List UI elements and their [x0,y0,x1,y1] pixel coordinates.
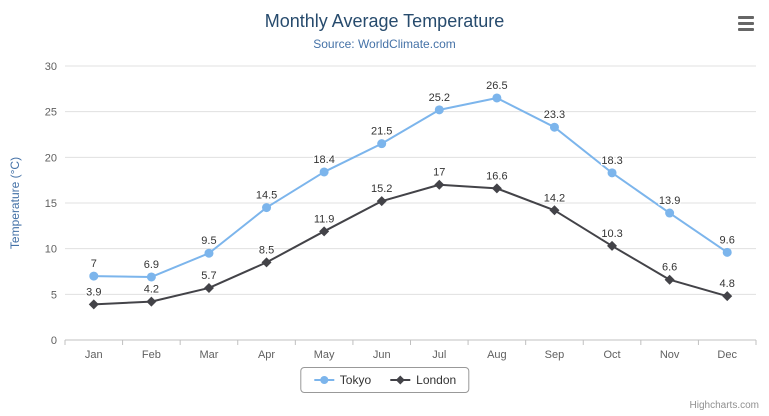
svg-text:10.3: 10.3 [601,228,622,240]
legend-item-tokyo[interactable]: Tokyo [313,373,371,387]
svg-text:15: 15 [45,198,57,210]
svg-text:25: 25 [45,107,57,119]
svg-text:Sep: Sep [545,349,565,361]
svg-text:Feb: Feb [142,349,161,361]
svg-text:20: 20 [45,152,57,164]
hamburger-menu-icon[interactable] [734,12,758,34]
svg-text:10: 10 [45,244,57,256]
svg-text:9.6: 9.6 [720,234,735,246]
svg-text:7: 7 [91,258,97,270]
svg-text:18.3: 18.3 [601,155,622,167]
svg-text:26.5: 26.5 [486,80,507,92]
svg-text:May: May [314,349,335,361]
svg-text:Aug: Aug [487,349,507,361]
svg-text:Jul: Jul [432,349,446,361]
svg-text:Jun: Jun [373,349,391,361]
svg-text:23.3: 23.3 [544,109,565,121]
legend-item-london[interactable]: London [389,373,456,387]
hamburger-bar [738,21,754,25]
svg-text:8.5: 8.5 [259,244,274,256]
chart-subtitle: Source: WorldClimate.com [313,37,456,51]
hamburger-bar [738,27,754,31]
credits-link[interactable]: Highcharts.com [689,400,759,411]
svg-text:Nov: Nov [660,349,680,361]
svg-text:16.6: 16.6 [486,170,507,182]
svg-text:6.6: 6.6 [662,262,677,274]
legend-label-tokyo: Tokyo [339,373,372,387]
legend: Tokyo London [299,367,470,393]
svg-text:21.5: 21.5 [371,126,392,138]
svg-text:Oct: Oct [603,349,620,361]
svg-text:18.4: 18.4 [313,154,334,166]
legend-label-london: London [416,373,457,387]
svg-text:5: 5 [51,289,57,301]
svg-text:4.8: 4.8 [720,278,735,290]
svg-text:3.9: 3.9 [86,286,101,298]
svg-text:9.5: 9.5 [201,235,216,247]
svg-text:17: 17 [433,167,445,179]
london-series-symbol [390,375,411,385]
hamburger-bar [738,15,754,19]
svg-text:0: 0 [51,335,57,347]
svg-text:Dec: Dec [717,349,737,361]
chart-title: Monthly Average Temperature [264,11,505,31]
svg-text:4.2: 4.2 [144,284,159,296]
svg-text:6.9: 6.9 [144,259,159,271]
svg-text:13.9: 13.9 [659,195,680,207]
svg-text:14.5: 14.5 [256,190,277,202]
svg-text:30: 30 [45,61,57,73]
svg-text:11.9: 11.9 [314,213,335,225]
svg-text:Apr: Apr [258,349,275,361]
svg-text:14.2: 14.2 [544,192,565,204]
svg-text:Jan: Jan [85,349,103,361]
tokyo-series-symbol [313,376,334,384]
svg-text:25.2: 25.2 [429,92,450,104]
svg-text:Mar: Mar [199,349,218,361]
svg-text:15.2: 15.2 [371,183,392,195]
y-axis-title: Temperature (°C) [8,156,22,250]
svg-text:5.7: 5.7 [201,270,216,282]
